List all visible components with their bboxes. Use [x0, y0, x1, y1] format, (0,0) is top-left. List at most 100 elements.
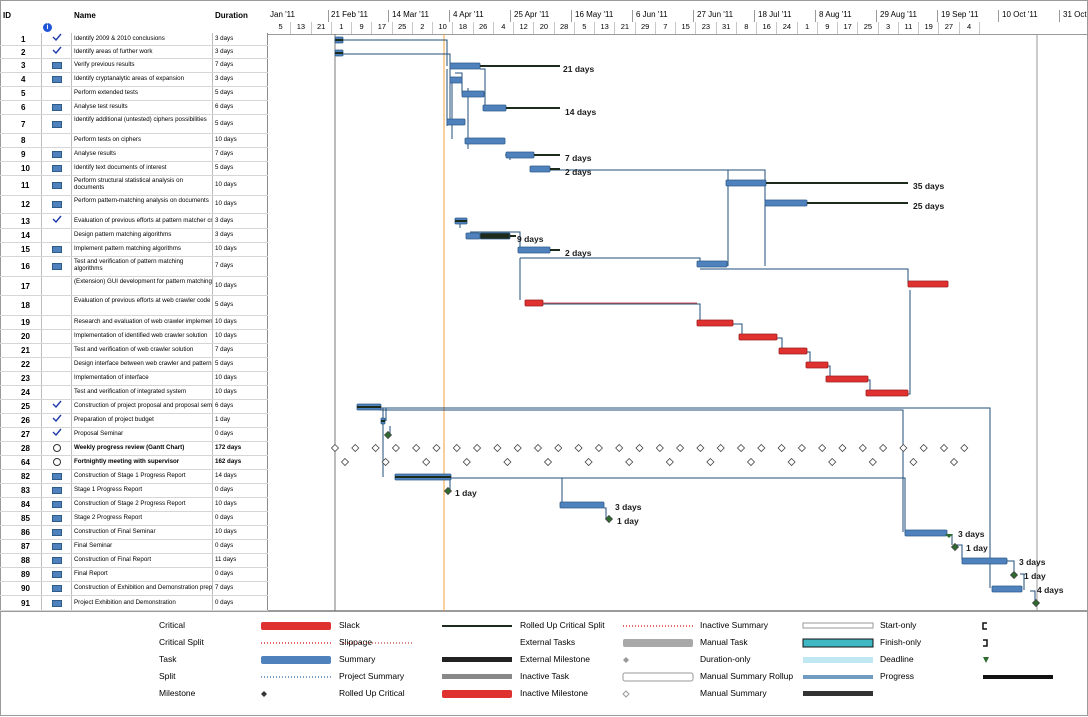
task-row[interactable]: 5 Perform extended tests 5 days: [0, 87, 268, 101]
task-row[interactable]: 88 Construction of Final Report 11 days: [0, 554, 268, 568]
task-name[interactable]: Verify previous results: [72, 59, 213, 72]
bar-duration-label[interactable]: 2 days: [565, 248, 592, 258]
task-name[interactable]: Final Seminar: [72, 540, 213, 553]
task-name[interactable]: Analyse results: [72, 148, 213, 161]
task-row[interactable]: 27 Proposal Seminar 0 days: [0, 428, 268, 442]
task-name[interactable]: Evaluation of previous efforts at patter…: [72, 214, 213, 228]
task-row[interactable]: 64 Fortnightly meeting with supervisor 162…: [0, 456, 268, 470]
task-duration[interactable]: 10 days: [213, 498, 268, 511]
task-duration[interactable]: 5 days: [213, 358, 268, 371]
task-row[interactable]: 12 Perform pattern-matching analysis on d…: [0, 196, 268, 214]
task-bar[interactable]: [725, 179, 767, 187]
task-duration[interactable]: 10 days: [213, 176, 268, 195]
bar-duration-label[interactable]: 1 day: [455, 488, 477, 498]
task-name[interactable]: Perform extended tests: [72, 87, 213, 100]
task-bar[interactable]: [449, 76, 463, 84]
task-duration[interactable]: 0 days: [213, 596, 268, 610]
task-row[interactable]: 1 Identify 2009 & 2010 conclusions 3 days: [0, 33, 268, 46]
task-duration[interactable]: 3 days: [213, 214, 268, 228]
task-row[interactable]: 84 Construction of Stage 2 Progress Repor…: [0, 498, 268, 512]
progress-bar[interactable]: [455, 220, 467, 222]
column-header-duration[interactable]: Duration: [215, 11, 248, 20]
task-duration[interactable]: 10 days: [213, 277, 268, 295]
progress-bar[interactable]: [357, 406, 381, 408]
task-name[interactable]: Design interface between web crawler and…: [72, 358, 213, 371]
bar-duration-label[interactable]: 3 days: [615, 502, 642, 512]
task-name[interactable]: Construction of Stage 1 Progress Report: [72, 470, 213, 483]
task-name[interactable]: Analyse test results: [72, 101, 213, 114]
task-name[interactable]: Proposal Seminar: [72, 428, 213, 441]
critical-bar[interactable]: [524, 299, 544, 307]
task-name[interactable]: Test and verification of web crawler sol…: [72, 344, 213, 357]
task-duration[interactable]: 5 days: [213, 87, 268, 100]
task-row[interactable]: 86 Construction of Final Seminar 10 days: [0, 526, 268, 540]
task-row[interactable]: 11 Perform structural statistical analysi…: [0, 176, 268, 196]
bar-duration-label[interactable]: 35 days: [913, 181, 944, 191]
task-duration[interactable]: 0 days: [213, 568, 268, 581]
task-name[interactable]: Perform tests on ciphers: [72, 134, 213, 147]
bar-duration-label[interactable]: 3 days: [958, 529, 985, 539]
task-name[interactable]: Evaluation of previous efforts at web cr…: [72, 296, 213, 315]
task-duration[interactable]: 172 days: [213, 442, 268, 455]
task-duration[interactable]: 3 days: [213, 46, 268, 58]
task-duration[interactable]: 5 days: [213, 115, 268, 133]
task-bar[interactable]: [529, 165, 551, 173]
task-name[interactable]: Identify additional (untested) ciphers p…: [72, 115, 213, 133]
task-name[interactable]: Test and verification of integrated syst…: [72, 386, 213, 399]
task-name[interactable]: Identify cryptanalytic areas of expansio…: [72, 73, 213, 86]
bar-duration-label[interactable]: 1 day: [966, 543, 988, 553]
task-bar[interactable]: [991, 585, 1023, 593]
info-icon[interactable]: i: [43, 22, 52, 32]
task-row[interactable]: 14 Design pattern matching algorithms 3 da…: [0, 229, 268, 243]
task-duration[interactable]: 7 days: [213, 344, 268, 357]
task-duration[interactable]: 10 days: [213, 243, 268, 256]
bar-duration-label[interactable]: 1 day: [617, 516, 639, 526]
task-duration[interactable]: 0 days: [213, 512, 268, 525]
task-bar[interactable]: [505, 151, 535, 159]
task-duration[interactable]: 7 days: [213, 257, 268, 276]
task-duration[interactable]: 14 days: [213, 470, 268, 483]
task-name[interactable]: Final Report: [72, 568, 213, 581]
task-name[interactable]: Design pattern matching algorithms: [72, 229, 213, 242]
task-bar[interactable]: [559, 501, 605, 509]
task-row[interactable]: 17 (Extension) GUI development for patter…: [0, 277, 268, 296]
task-row[interactable]: 19 Research and evaluation of web crawler…: [0, 316, 268, 330]
bar-duration-label[interactable]: 14 days: [565, 107, 596, 117]
task-duration[interactable]: 7 days: [213, 59, 268, 72]
task-name[interactable]: Project Exhibition and Demonstration: [72, 596, 213, 610]
task-duration[interactable]: 10 days: [213, 134, 268, 147]
task-name[interactable]: Weekly progress review (Gantt Chart): [72, 442, 213, 455]
task-duration[interactable]: 0 days: [213, 428, 268, 441]
bar-duration-label[interactable]: 2 days: [565, 167, 592, 177]
critical-bar[interactable]: [738, 333, 778, 341]
task-bar[interactable]: [696, 260, 728, 268]
task-row[interactable]: 10 Identify text documents of interest 5 d…: [0, 162, 268, 176]
task-row[interactable]: 89 Final Report 0 days: [0, 568, 268, 582]
task-duration[interactable]: 6 days: [213, 101, 268, 114]
task-bar[interactable]: [446, 118, 466, 126]
task-row[interactable]: 85 Stage 2 Progress Report 0 days: [0, 512, 268, 526]
task-duration[interactable]: 0 days: [213, 540, 268, 553]
task-duration[interactable]: 5 days: [213, 296, 268, 315]
progress-bar[interactable]: [395, 476, 451, 478]
task-row[interactable]: 2 Identify areas of further work 3 days: [0, 46, 268, 59]
task-row[interactable]: 26 Preparation of project budget 1 day: [0, 414, 268, 428]
task-row[interactable]: 91 Project Exhibition and Demonstration 0 …: [0, 596, 268, 611]
task-row[interactable]: 4 Identify cryptanalytic areas of expansi…: [0, 73, 268, 87]
task-name[interactable]: Construction of Stage 2 Progress Report: [72, 498, 213, 511]
task-duration[interactable]: 1 day: [213, 414, 268, 427]
task-row[interactable]: 87 Final Seminar 0 days: [0, 540, 268, 554]
task-duration[interactable]: 10 days: [213, 316, 268, 329]
task-name[interactable]: Test and verification of pattern matchin…: [72, 257, 213, 276]
critical-bar[interactable]: [907, 280, 949, 288]
task-name[interactable]: Construction of project proposal and pro…: [72, 400, 213, 413]
task-row[interactable]: 9 Analyse results 7 days: [0, 148, 268, 162]
task-duration[interactable]: 6 days: [213, 400, 268, 413]
critical-bar[interactable]: [865, 389, 909, 397]
task-name[interactable]: Identify 2009 & 2010 conclusions: [72, 33, 213, 45]
task-duration[interactable]: 10 days: [213, 372, 268, 385]
task-duration[interactable]: 10 days: [213, 196, 268, 213]
task-duration[interactable]: 7 days: [213, 148, 268, 161]
task-row[interactable]: 90 Construction of Exhibition and Demonst…: [0, 582, 268, 596]
task-row[interactable]: 28 Weekly progress review (Gantt Chart) 17…: [0, 442, 268, 456]
